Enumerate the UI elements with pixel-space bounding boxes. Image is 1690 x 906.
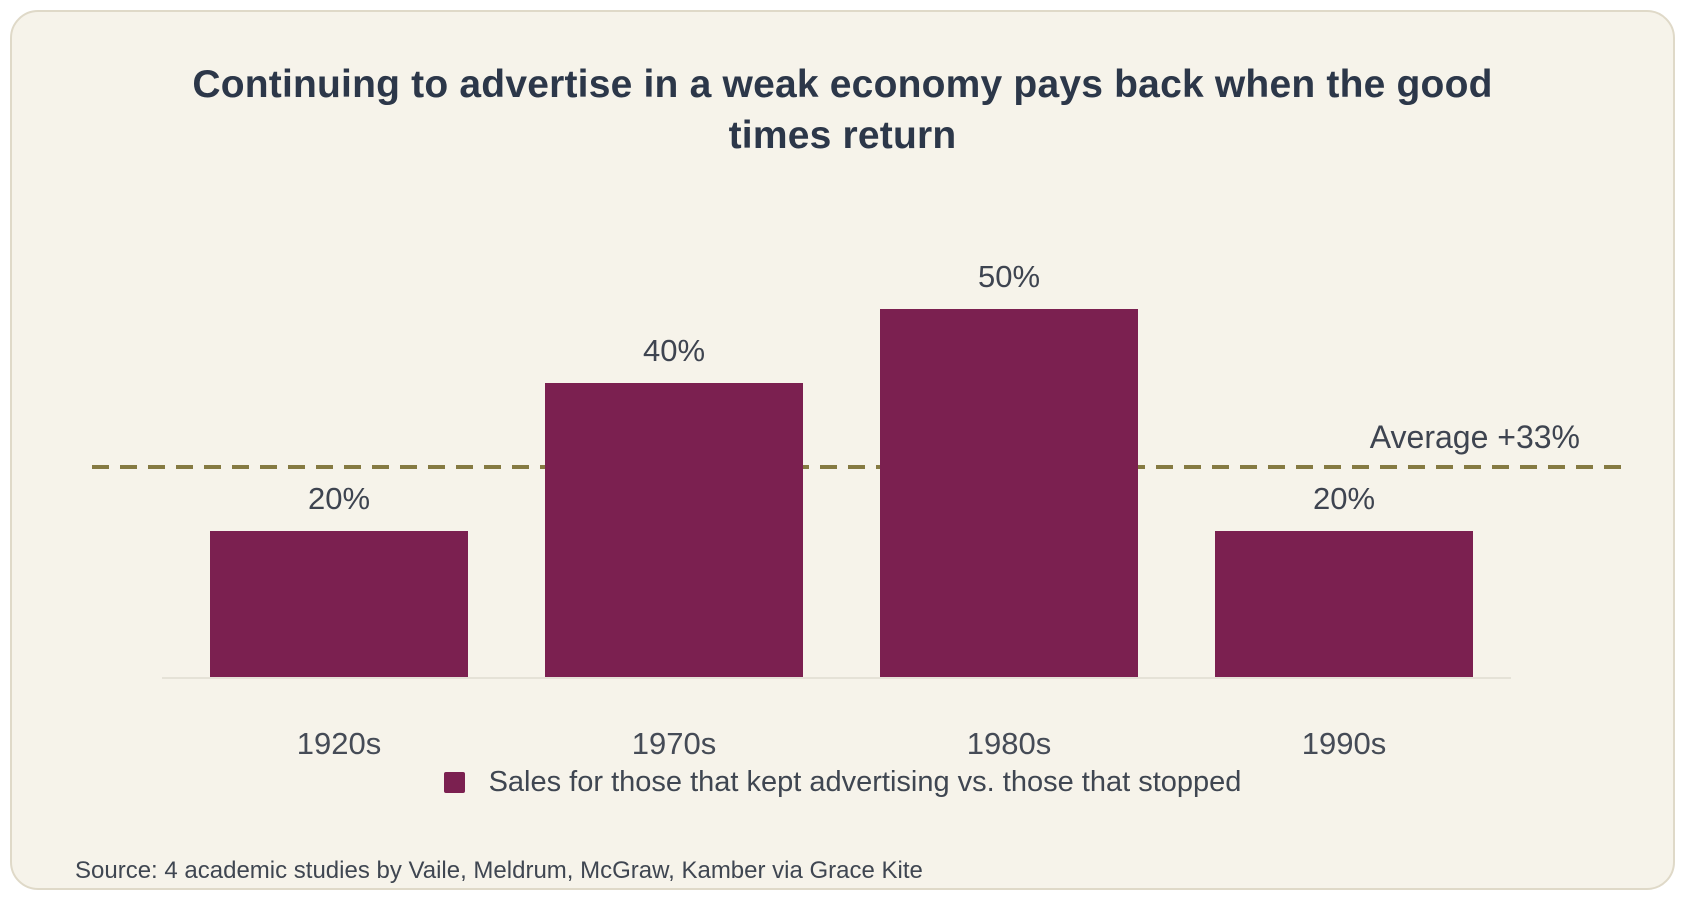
x-axis-label-1970s: 1970s [631,726,717,761]
x-axis-label-1980s: 1980s [966,726,1052,761]
x-axis-label-1990s: 1990s [1301,726,1387,761]
value-label-1980s: 50% [977,259,1041,294]
value-label-1920s: 20% [307,481,371,516]
plot-area: Average +33% 20% 40% 50% 20% 1920s 1970s 1980… [12,12,1690,906]
source-note: Source: 4 academic studies by Vaile, Mel… [75,857,923,884]
bar-1920s [210,531,468,679]
x-axis-line [162,677,1511,679]
bar-1970s [545,383,803,679]
value-label-1970s: 40% [642,333,706,368]
legend-label: Sales for those that kept advertising vs… [488,765,1242,798]
x-axis-label-1920s: 1920s [296,726,382,761]
chart-card: Continuing to advertise in a weak econom… [10,10,1675,890]
value-label-1990s: 20% [1312,481,1376,516]
legend: Sales for those that kept advertising vs… [12,761,1673,803]
average-line-label: Average +33% [1369,419,1580,455]
chart-title: Continuing to advertise in a weak econom… [192,63,1493,158]
legend-swatch-icon [443,771,465,793]
bar-1980s [880,309,1138,679]
average-dashed-line [92,465,1629,469]
bar-1990s [1215,531,1473,679]
